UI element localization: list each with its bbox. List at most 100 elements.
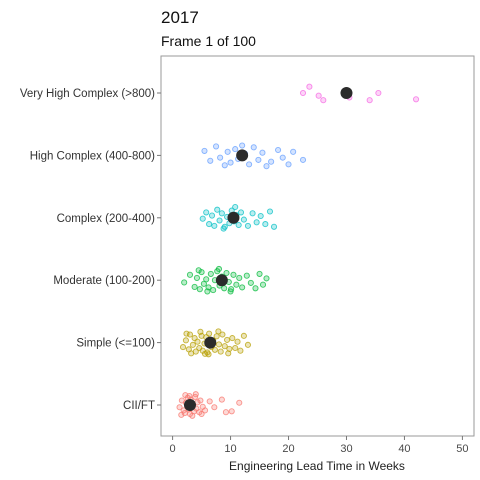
x-tick-label: 20 — [282, 443, 294, 455]
data-point — [211, 222, 218, 229]
data-point — [189, 412, 196, 419]
data-point — [412, 96, 420, 103]
data-point — [183, 330, 190, 337]
data-point — [217, 348, 224, 355]
data-point — [232, 203, 239, 211]
data-point — [224, 148, 231, 155]
data-point — [244, 341, 251, 348]
data-point — [214, 206, 221, 213]
data-point — [227, 288, 234, 295]
data-point — [197, 397, 204, 404]
data-point — [306, 83, 313, 90]
y-category-label: Very High Complex (>800) — [20, 88, 155, 100]
x-axis-title: Engineering Lead Time in Weeks — [229, 459, 405, 473]
data-point — [222, 409, 229, 416]
data-point — [191, 283, 198, 290]
data-point — [255, 156, 262, 163]
plot-panel — [160, 55, 475, 437]
data-point — [224, 336, 231, 343]
data-point — [252, 285, 259, 292]
data-point — [221, 285, 228, 292]
data-point — [199, 215, 206, 222]
data-point — [192, 391, 199, 398]
data-point — [236, 274, 243, 282]
data-point — [225, 350, 232, 357]
data-point — [188, 350, 195, 357]
data-point — [240, 332, 247, 339]
data-point — [246, 161, 253, 168]
data-point — [239, 284, 246, 291]
data-point — [179, 344, 187, 351]
data-point — [285, 161, 292, 168]
data-point — [193, 274, 200, 282]
data-point — [259, 149, 266, 156]
x-tick-label: 50 — [456, 443, 468, 455]
data-point — [253, 219, 260, 226]
data-point — [240, 216, 247, 223]
y-category-label: Complex (200-400) — [57, 213, 156, 225]
data-point — [207, 157, 214, 164]
mean-marker — [204, 336, 217, 349]
y-category-label: CII/FT — [123, 400, 155, 412]
data-point — [290, 148, 297, 155]
x-axis: 0 10 20 30 40 50 — [170, 436, 469, 455]
data-point — [181, 279, 188, 286]
x-tick-label: 10 — [224, 443, 236, 455]
data-point — [299, 156, 307, 163]
x-tick-label: 0 — [170, 443, 176, 455]
data-point — [223, 269, 230, 277]
data-point — [215, 265, 223, 273]
data-point — [229, 335, 236, 342]
mean-marker — [340, 87, 353, 99]
data-point — [220, 225, 227, 232]
data-point — [217, 154, 224, 161]
data-point — [189, 341, 196, 348]
data-point — [259, 281, 267, 288]
data-point — [210, 287, 217, 294]
means-layer — [183, 87, 353, 411]
data-point — [206, 398, 213, 405]
y-axis: CII/FT Simple (<=100) Moderate (100-200) Co… — [20, 88, 161, 412]
data-point — [299, 89, 307, 97]
data-point — [216, 217, 223, 224]
data-point — [257, 212, 264, 220]
data-point — [234, 338, 241, 345]
data-point — [232, 146, 239, 153]
data-point — [228, 408, 235, 415]
data-point — [226, 345, 233, 352]
data-point — [203, 209, 210, 216]
data-point — [178, 411, 185, 418]
data-point — [208, 212, 216, 219]
data-point — [194, 338, 201, 345]
data-point — [204, 288, 211, 295]
data-point — [211, 404, 218, 411]
data-point — [243, 272, 250, 279]
data-point — [236, 399, 243, 406]
data-point — [250, 144, 257, 151]
data-point — [195, 267, 202, 274]
data-point — [213, 333, 220, 340]
data-point — [375, 89, 382, 97]
data-point — [221, 162, 228, 169]
data-point — [247, 279, 254, 286]
data-point — [320, 97, 327, 104]
data-point — [201, 147, 208, 154]
mean-marker — [215, 274, 228, 287]
data-point — [263, 163, 270, 170]
data-point — [176, 404, 183, 411]
chart-title: 2017 — [161, 8, 199, 27]
data-point — [270, 223, 278, 230]
data-point — [197, 328, 204, 335]
data-point — [206, 221, 213, 228]
data-point — [218, 210, 225, 217]
data-point — [244, 222, 251, 229]
y-category-label: High Complex (400-800) — [30, 150, 155, 162]
data-point — [263, 275, 270, 282]
data-point — [235, 221, 242, 229]
data-point — [202, 407, 209, 414]
data-point — [198, 410, 205, 418]
y-category-label: Simple (<=100) — [76, 338, 155, 350]
mean-marker — [227, 211, 240, 224]
mean-marker — [236, 149, 249, 162]
data-point — [249, 210, 256, 217]
